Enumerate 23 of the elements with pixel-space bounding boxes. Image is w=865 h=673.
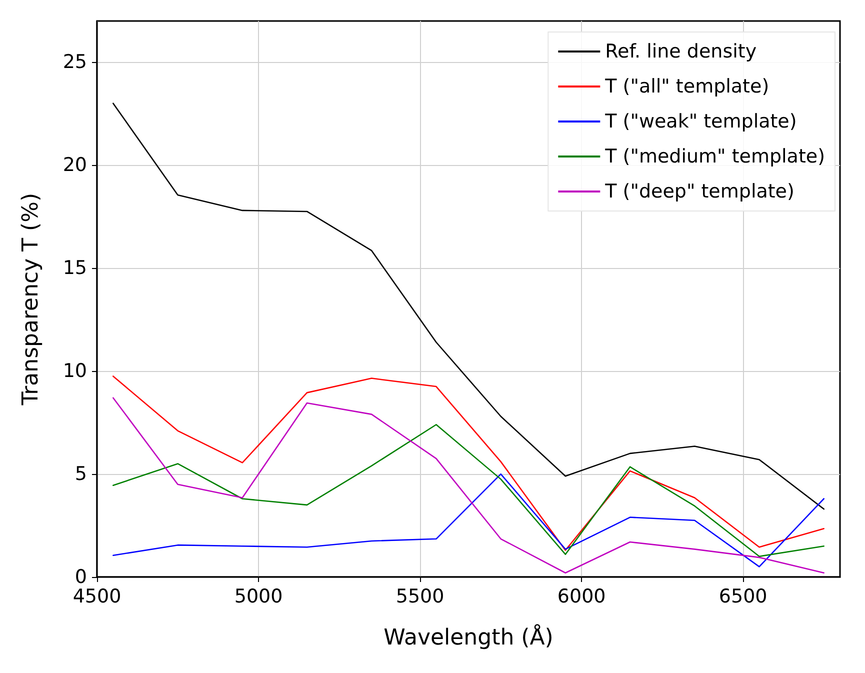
line-series <box>112 424 824 558</box>
legend-label: T ("weak" template) <box>604 110 797 132</box>
y-tick-label: 0 <box>74 566 87 588</box>
x-tick-label: 6000 <box>557 586 606 608</box>
legend-label: T ("medium" template) <box>604 146 826 168</box>
line-series <box>112 102 824 510</box>
line-series <box>112 473 824 568</box>
x-axis-title: Wavelength (Å) <box>384 624 554 650</box>
y-tick-label: 20 <box>62 154 87 176</box>
legend-label: T ("deep" template) <box>604 180 794 202</box>
y-tick-label: 5 <box>74 463 87 486</box>
x-tick-label: 5500 <box>396 586 444 608</box>
legend-label: T ("all" template) <box>604 76 770 98</box>
x-tick-label: 4500 <box>72 586 122 608</box>
y-tick-label: 10 <box>62 360 87 382</box>
y-tick-label: 25 <box>62 51 87 74</box>
x-tick-label: 5000 <box>234 586 283 608</box>
legend-label: Ref. line density <box>605 40 757 62</box>
y-tick-label: 15 <box>62 257 87 280</box>
line-series <box>112 397 824 574</box>
y-axis-title: Transparency T (%) <box>18 192 44 406</box>
line-series <box>112 376 824 551</box>
x-tick-label: 6500 <box>718 586 768 608</box>
